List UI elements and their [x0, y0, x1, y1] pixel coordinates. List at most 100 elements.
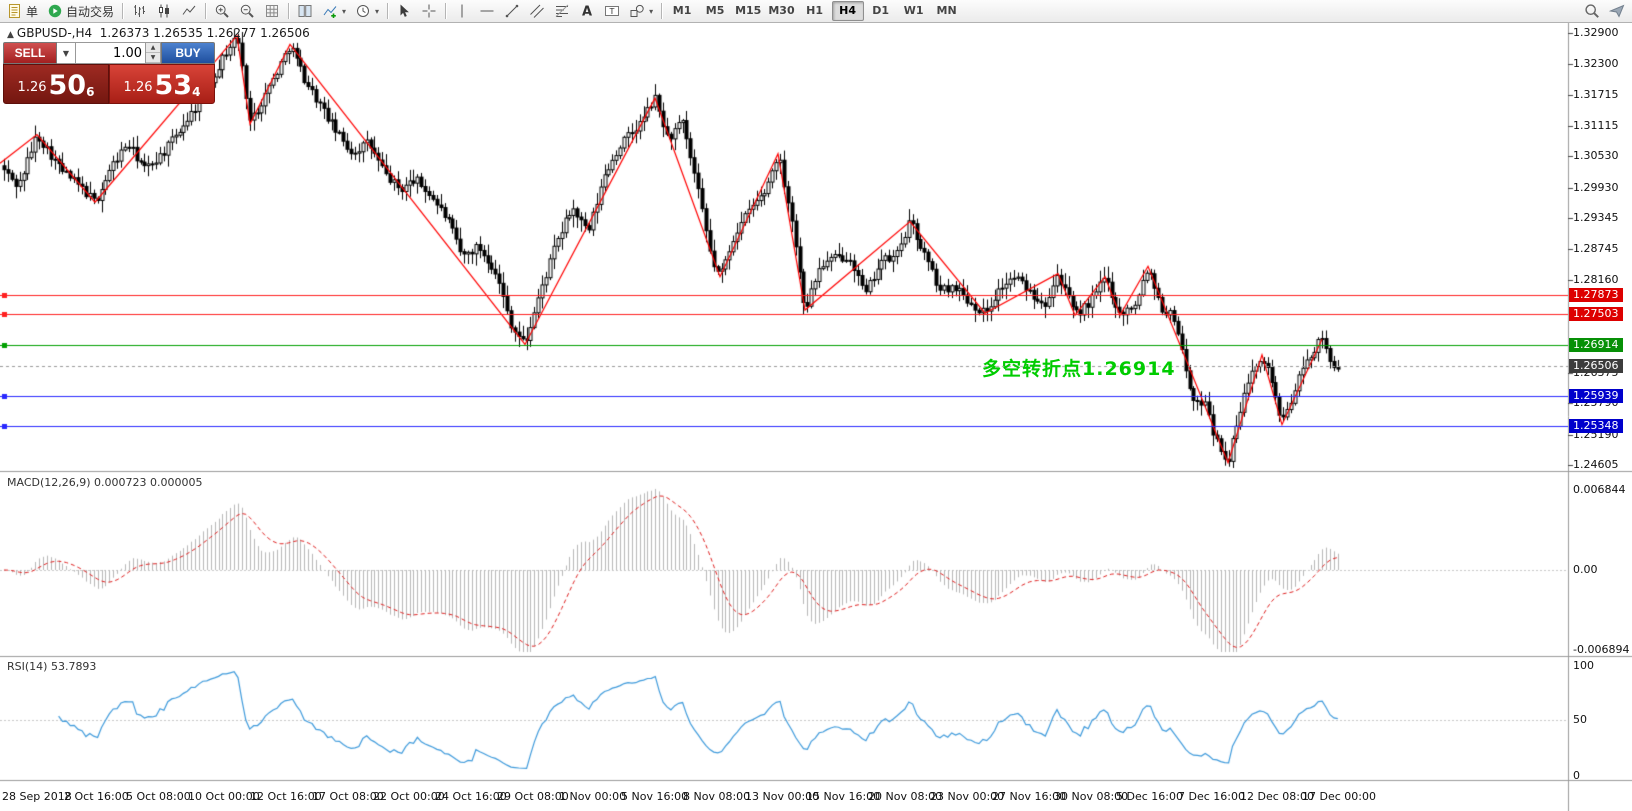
toolbar-separator — [387, 3, 389, 19]
zoom-out-button[interactable] — [235, 0, 259, 22]
indicators-button[interactable]: ▾ — [318, 0, 350, 22]
periods-button[interactable]: ▾ — [351, 0, 383, 22]
fibonacci-tool-button[interactable] — [550, 0, 574, 22]
timeframe-button-mn[interactable]: MN — [936, 4, 957, 17]
buy-button[interactable]: BUY — [161, 42, 215, 64]
price-level-badge: 1.26914 — [1569, 337, 1623, 352]
line-chart-button[interactable] — [177, 0, 201, 22]
time-axis-label: 20 Nov 08:00 — [868, 790, 943, 803]
timeframe-button-w1[interactable]: W1 — [903, 4, 924, 17]
vertical-line-tool-button[interactable] — [450, 0, 474, 22]
trendline-tool-button[interactable] — [500, 0, 524, 22]
volume-input[interactable]: 1.00 — [76, 42, 145, 64]
shapes-tool-button[interactable]: ▾ — [625, 0, 657, 22]
timeframe-button-h1[interactable]: H1 — [806, 4, 824, 17]
sell-price-pip: 6 — [86, 85, 95, 99]
indicators-icon — [322, 3, 338, 19]
cursor-icon — [396, 3, 412, 19]
periods-icon — [355, 3, 371, 19]
volume-stepper[interactable]: ▲ ▼ — [145, 42, 161, 64]
sell-price-small: 1.26 — [17, 80, 47, 95]
price-level-badge: 1.25939 — [1569, 388, 1623, 403]
time-axis-label: 1 Nov 00:00 — [559, 790, 627, 803]
volume-up-icon[interactable]: ▲ — [146, 43, 160, 53]
candlestick-chart-button[interactable] — [152, 0, 176, 22]
time-axis-label: 29 Oct 08:00 — [497, 790, 569, 803]
price-tick-label: 1.32900 — [1573, 26, 1619, 39]
time-axis-label: 12 Oct 16:00 — [250, 790, 322, 803]
rsi-indicator-label: RSI(14) 53.7893 — [7, 660, 97, 673]
search-icon — [1584, 3, 1600, 19]
macd-indicator-label: MACD(12,26,9) 0.000723 0.000005 — [7, 476, 203, 489]
new-order-button[interactable]: 单 — [3, 0, 42, 22]
timeframe-button-m30[interactable]: M30 — [768, 4, 795, 17]
time-axis-label: 27 Nov 16:00 — [992, 790, 1067, 803]
text-tool-button[interactable]: A — [575, 0, 599, 22]
bar-chart-button[interactable] — [127, 0, 151, 22]
time-axis-label: 2 Oct 16:00 — [64, 790, 129, 803]
chevron-down-icon: ▾ — [649, 6, 654, 16]
price-tick-label: 1.29345 — [1573, 211, 1619, 225]
timeframe-button-d1[interactable]: D1 — [872, 4, 889, 17]
chevron-down-icon: ▾ — [375, 6, 380, 16]
chart-ohlc-values: 1.26373 1.26535 1.26277 1.26506 — [99, 26, 310, 40]
time-axis-label: 24 Oct 16:00 — [435, 790, 507, 803]
time-axis-label: 5 Dec 16:00 — [1116, 790, 1183, 803]
rsi-scale-label: 0 — [1573, 769, 1580, 782]
horizontal-line-tool-button[interactable] — [475, 0, 499, 22]
vline-icon — [454, 3, 470, 19]
time-axis-label: 5 Nov 16:00 — [621, 790, 689, 803]
search-button[interactable] — [1580, 0, 1604, 22]
timeframe-button-m1[interactable]: M1 — [672, 4, 692, 17]
cursor-button[interactable] — [392, 0, 416, 22]
volume-down-icon[interactable]: ▼ — [146, 53, 160, 63]
timeframe-button-h4[interactable]: H4 — [831, 1, 864, 21]
timeframe-button-m5[interactable]: M5 — [705, 4, 725, 17]
price-tick-label: 1.28160 — [1573, 272, 1619, 286]
price-level-badge: 1.25348 — [1569, 419, 1623, 434]
zoom-in-icon — [214, 3, 230, 19]
candle-chart-icon — [156, 3, 172, 19]
channel-icon — [529, 3, 545, 19]
time-axis-label: 12 Dec 08:00 — [1240, 790, 1314, 803]
trendline-icon — [504, 3, 520, 19]
toolbar-separator — [122, 3, 124, 19]
grid-icon — [264, 3, 280, 19]
autotrade-button[interactable]: 自动交易 — [43, 0, 118, 22]
crosshair-icon — [421, 3, 437, 19]
buy-price-button[interactable]: 1.26 53 4 — [109, 64, 215, 104]
tile-windows-button[interactable] — [293, 0, 317, 22]
timeframe-button-m15[interactable]: M15 — [735, 4, 762, 17]
text-a-icon: A — [579, 3, 595, 20]
new-order-icon — [7, 3, 23, 19]
chart-expand-icon[interactable]: ▲ — [7, 30, 14, 40]
pivot-annotation: 多空转折点1.26914 — [982, 358, 1176, 380]
macd-scale-label: 0.00 — [1573, 563, 1598, 576]
channel-tool-button[interactable] — [525, 0, 549, 22]
grid-button[interactable] — [260, 0, 284, 22]
sell-price-button[interactable]: 1.26 50 6 — [3, 64, 109, 104]
svg-text:T: T — [609, 7, 615, 16]
volume-dropdown[interactable]: ▼ — [57, 42, 76, 64]
price-tick-label: 1.24605 — [1573, 458, 1619, 471]
svg-text:A: A — [582, 5, 592, 20]
tile-windows-icon — [297, 3, 313, 19]
time-axis-label: 17 Oct 08:00 — [312, 790, 384, 803]
sell-button[interactable]: SELL — [3, 42, 57, 64]
time-axis-label: 10 Oct 00:00 — [188, 790, 260, 803]
zoom-in-button[interactable] — [210, 0, 234, 22]
time-axis-label: 8 Nov 08:00 — [683, 790, 751, 803]
toolbar-separator — [661, 3, 663, 19]
new-order-button-label: 单 — [26, 4, 39, 19]
time-axis-label: 13 Nov 00:00 — [745, 790, 820, 803]
time-axis-label: 23 Nov 00:00 — [930, 790, 1005, 803]
send-button[interactable] — [1605, 0, 1629, 22]
fibonacci-icon — [554, 3, 570, 19]
toolbar-separator — [288, 3, 290, 19]
price-scale[interactable] — [1568, 22, 1632, 811]
text-label-tool-button[interactable]: T — [600, 0, 624, 22]
time-axis-label: 22 Oct 00:00 — [373, 790, 445, 803]
crosshair-button[interactable] — [417, 0, 441, 22]
